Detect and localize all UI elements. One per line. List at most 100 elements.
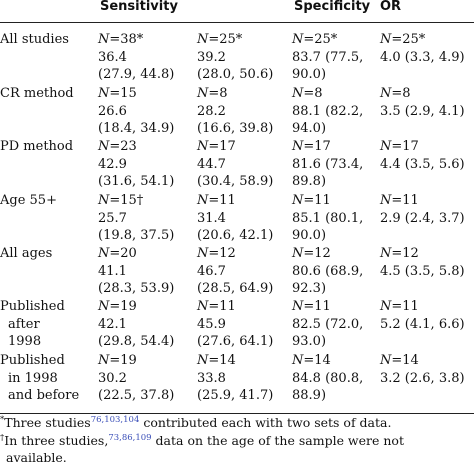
footnote-dagger: †In three studies,73,86,109 data on the … (0, 432, 404, 450)
footnote-dagger-text: In three studies, (4, 432, 109, 448)
cell-or-line: N=14 (380, 353, 419, 368)
cell-sensitivity-line: 36.4 (98, 49, 127, 65)
col-header-specificity: Specificity (294, 0, 371, 14)
cell-specificity: N=12 80.6 (68.9, 92.3) (292, 245, 363, 298)
cell-or: N=8 3.5 (2.9, 4.1) (380, 85, 465, 120)
cell-specificity: N=11 85.1 (80.1, 90.0) (292, 192, 363, 245)
cell-sensitivity-subset-line: N=25* (197, 32, 243, 47)
cell-sensitivity-line: (19.8, 37.5) (98, 228, 175, 244)
cell-sensitivity: N=20 41.1 (28.3, 53.9) (98, 245, 174, 298)
cell-or-line: 4.5 (3.5, 5.8) (380, 263, 465, 279)
cell-specificity-line: N=25* (292, 32, 338, 47)
cell-or-line: N=11 (380, 299, 419, 314)
cell-sensitivity-subset: N=17 44.7 (30.4, 58.9) (197, 138, 273, 191)
cell-or: N=17 4.4 (3.5, 5.6) (380, 138, 465, 173)
cell-specificity-line: 83.7 (77.5, (292, 49, 364, 65)
cell-sensitivity-subset-line: (20.6, 42.1) (197, 228, 274, 244)
cell-sensitivity-line: N=15 (98, 86, 137, 101)
cell-or-line: 3.5 (2.9, 4.1) (380, 103, 465, 119)
cell-specificity: N=8 88.1 (82.2, 94.0) (292, 85, 363, 138)
cell-sensitivity-line: N=19 (98, 353, 137, 368)
footnote-star-text: Three studies (4, 415, 91, 430)
row-label: All studies (0, 31, 69, 49)
cell-sensitivity-subset-line: 45.9 (197, 316, 226, 332)
cell-or-line: 4.4 (3.5, 5.6) (380, 156, 465, 172)
cell-sensitivity-line: (28.3, 53.9) (98, 281, 175, 297)
cell-sensitivity-subset-line: (28.5, 64.9) (197, 281, 274, 297)
footnote-dagger-text-end: data on the age of the sample were not (151, 432, 404, 448)
cell-sensitivity-subset: N=8 28.2 (16.6, 39.8) (197, 85, 273, 138)
cell-sensitivity-subset-line: 39.2 (197, 49, 226, 65)
cell-or-line: N=8 (380, 86, 411, 101)
cell-sensitivity-subset-line: (16.6, 39.8) (197, 121, 274, 137)
cell-specificity-line: N=8 (292, 86, 323, 101)
cell-sensitivity-subset-line: N=17 (197, 139, 236, 154)
cell-specificity-line: 93.0) (292, 334, 327, 350)
col-header-or: OR (380, 0, 402, 14)
cell-sensitivity: N=15† 25.7 (19.8, 37.5) (98, 192, 174, 245)
cell-sensitivity-subset-line: (30.4, 58.9) (197, 174, 274, 190)
row-label-line: All studies (0, 32, 69, 47)
cell-sensitivity-subset-line: 46.7 (197, 263, 226, 279)
bottom-rule (0, 413, 474, 414)
cell-sensitivity-subset: N=11 45.9 (27.6, 64.1) (197, 298, 273, 351)
cell-sensitivity-subset-line: (28.0, 50.6) (197, 67, 274, 83)
cell-sensitivity-subset: N=25* 39.2 (28.0, 50.6) (197, 31, 273, 84)
footnote-dagger-refs[interactable]: 73,86,109 (108, 432, 152, 443)
cell-sensitivity: N=15 26.6 (18.4, 34.9) (98, 85, 174, 138)
cell-sensitivity-subset-line: N=11 (197, 299, 236, 314)
cell-sensitivity-subset: N=12 46.7 (28.5, 64.9) (197, 245, 273, 298)
cell-sensitivity-line: N=15† (98, 193, 144, 208)
cell-sensitivity-line: (22.5, 37.8) (98, 388, 175, 404)
cell-or-line: 2.9 (2.4, 3.7) (380, 210, 465, 226)
cell-specificity-line: N=17 (292, 139, 331, 154)
row-label-line: after (8, 316, 40, 332)
cell-sensitivity-line: 42.1 (98, 316, 127, 332)
cell-specificity-line: 88.9) (292, 388, 327, 404)
footnotes: *Three studies76,103,104 contributed eac… (0, 414, 404, 467)
cell-sensitivity-line: (18.4, 34.9) (98, 121, 175, 137)
cell-sensitivity-subset-line: N=8 (197, 86, 228, 101)
cell-sensitivity-line: N=19 (98, 299, 137, 314)
cell-sensitivity-subset: N=14 33.8 (25.9, 41.7) (197, 352, 273, 405)
cell-or: N=25* 4.0 (3.3, 4.9) (380, 31, 465, 66)
cell-specificity-line: 84.8 (80.8, (292, 370, 364, 386)
col-header-sensitivity: Sensitivity (100, 0, 178, 14)
cell-sensitivity-subset-line: N=14 (197, 353, 236, 368)
cell-or: N=14 3.2 (2.6, 3.8) (380, 352, 465, 387)
cell-sensitivity-line: 25.7 (98, 210, 127, 226)
cell-specificity-line: 82.5 (72.0, (292, 316, 364, 332)
cell-sensitivity-line: 42.9 (98, 156, 127, 172)
row-label-line: CR method (0, 86, 74, 101)
row-label: All ages (0, 245, 52, 263)
cell-sensitivity: N=23 42.9 (31.6, 54.1) (98, 138, 174, 191)
cell-sensitivity-line: (29.8, 54.4) (98, 334, 175, 350)
cell-sensitivity-subset-line: (25.9, 41.7) (197, 388, 274, 404)
cell-or-line: 4.0 (3.3, 4.9) (380, 49, 465, 65)
cell-or: N=12 4.5 (3.5, 5.8) (380, 245, 465, 280)
cell-sensitivity: N=38* 36.4 (27.9, 44.8) (98, 31, 174, 84)
cell-sensitivity-subset-line: N=12 (197, 246, 236, 261)
cell-specificity-line: N=11 (292, 193, 331, 208)
footnote-star-text-end: contributed each with two sets of data. (139, 415, 392, 430)
footnote-star-mark: * (0, 415, 5, 425)
row-label: PD method (0, 138, 73, 156)
row-label: Published in 1998 and before (0, 352, 79, 405)
row-label-line: 1998 (8, 334, 42, 350)
cell-sensitivity: N=19 42.1 (29.8, 54.4) (98, 298, 174, 351)
cell-or: N=11 2.9 (2.4, 3.7) (380, 192, 465, 227)
row-label: CR method (0, 85, 74, 103)
cell-sensitivity: N=19 30.2 (22.5, 37.8) (98, 352, 174, 405)
footnote-star-refs[interactable]: 76,103,104 (90, 415, 140, 425)
cell-or-line: N=25* (380, 32, 426, 47)
row-label-line: and before (8, 388, 80, 404)
cell-sensitivity-subset-line: 44.7 (197, 156, 226, 172)
row-label: Age 55+ (0, 192, 57, 210)
cell-sensitivity-line: 41.1 (98, 263, 127, 279)
cell-specificity-line: 80.6 (68.9, (292, 263, 364, 279)
cell-specificity-line: N=11 (292, 299, 331, 314)
cell-specificity: N=25* 83.7 (77.5, 90.0) (292, 31, 363, 84)
cell-specificity-line: 90.0) (292, 67, 327, 83)
cell-specificity-line: 92.3) (292, 281, 327, 297)
cell-sensitivity-subset: N=11 31.4 (20.6, 42.1) (197, 192, 273, 245)
